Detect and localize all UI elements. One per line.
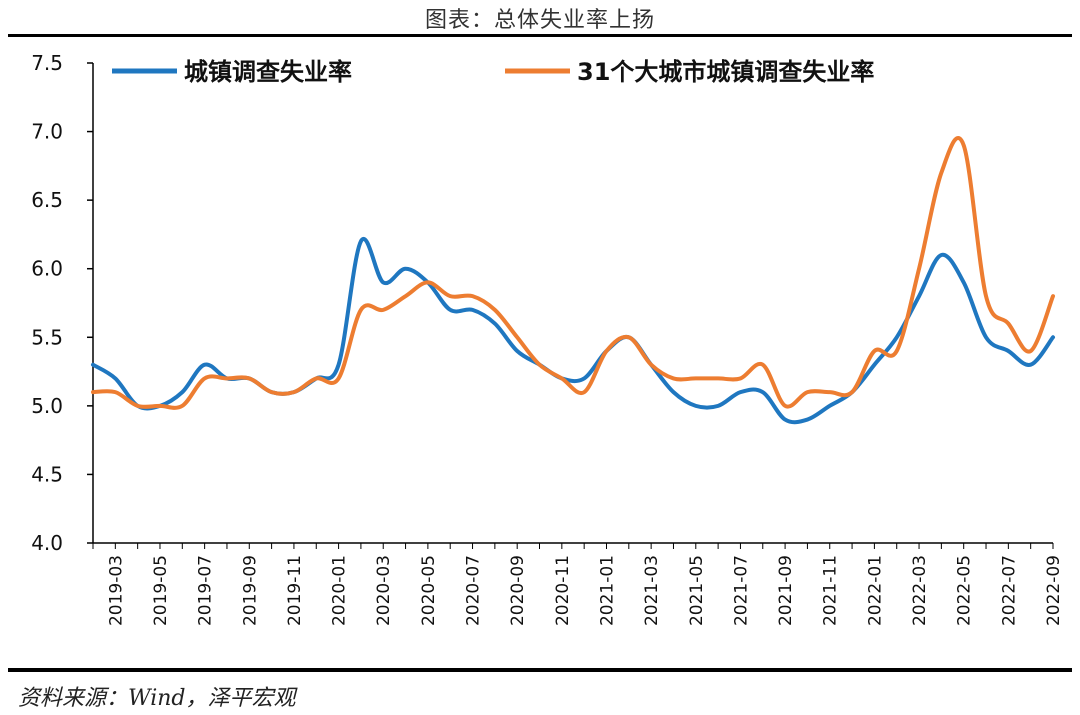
y-tick-label: 4.5: [31, 462, 63, 486]
x-tick-label: 2020-03: [374, 555, 394, 626]
x-tick-label: 2020-11: [553, 555, 573, 626]
series-line-2: [91, 136, 1055, 410]
x-tick-label: 2019-05: [151, 555, 171, 626]
y-tick-label: 7.0: [31, 120, 63, 144]
bottom-rule: [8, 668, 1072, 672]
x-tick-label: 2022-03: [910, 555, 930, 626]
legend-label-1: 城镇调查失业率: [184, 58, 352, 86]
x-tick-label: 2020-09: [508, 555, 528, 626]
x-tick-label: 2021-07: [731, 555, 751, 626]
y-tick-label: 6.0: [31, 257, 63, 281]
x-tick-label: 2021-09: [776, 555, 796, 626]
x-tick-label: 2019-03: [106, 555, 126, 626]
legend-label-2: 31个大城市城镇调查失业率: [577, 58, 874, 86]
x-tick-label: 2021-05: [687, 555, 707, 626]
x-tick-label: 2020-01: [330, 555, 350, 626]
series-line-1: [91, 236, 1055, 425]
x-tick-label: 2020-05: [419, 555, 439, 626]
chart-title: 图表：总体失业率上扬: [424, 8, 655, 33]
line-chart: 4.0 4.5 5.0 5.5 6.0 6.5 7.0 7.5 2019-03 2019-05 20…: [31, 51, 1064, 626]
x-tick-label: 2021-03: [642, 555, 662, 626]
y-tick-label: 6.5: [31, 188, 63, 212]
y-tick-label: 5.0: [31, 394, 63, 418]
source-note: 资料来源：Wind，泽平宏观: [18, 686, 296, 711]
y-tick-label: 7.5: [31, 51, 63, 75]
x-tick-label: 2020-07: [464, 555, 484, 626]
y-tick-label: 5.5: [31, 325, 63, 349]
x-tick-label: 2019-11: [285, 555, 305, 626]
x-tick-label: 2021-01: [597, 555, 617, 626]
x-tick-label: 2019-07: [196, 555, 216, 626]
top-rule: [8, 34, 1072, 37]
y-tick-label: 4.0: [31, 531, 63, 555]
x-tick-label: 2019-09: [240, 555, 260, 626]
x-tick-label: 2021-11: [821, 555, 841, 626]
x-tick-label: 2022-01: [865, 555, 885, 626]
x-tick-label: 2022-09: [1044, 555, 1064, 626]
x-tick-label: 2022-07: [999, 555, 1019, 626]
x-tick-label: 2022-05: [955, 555, 975, 626]
